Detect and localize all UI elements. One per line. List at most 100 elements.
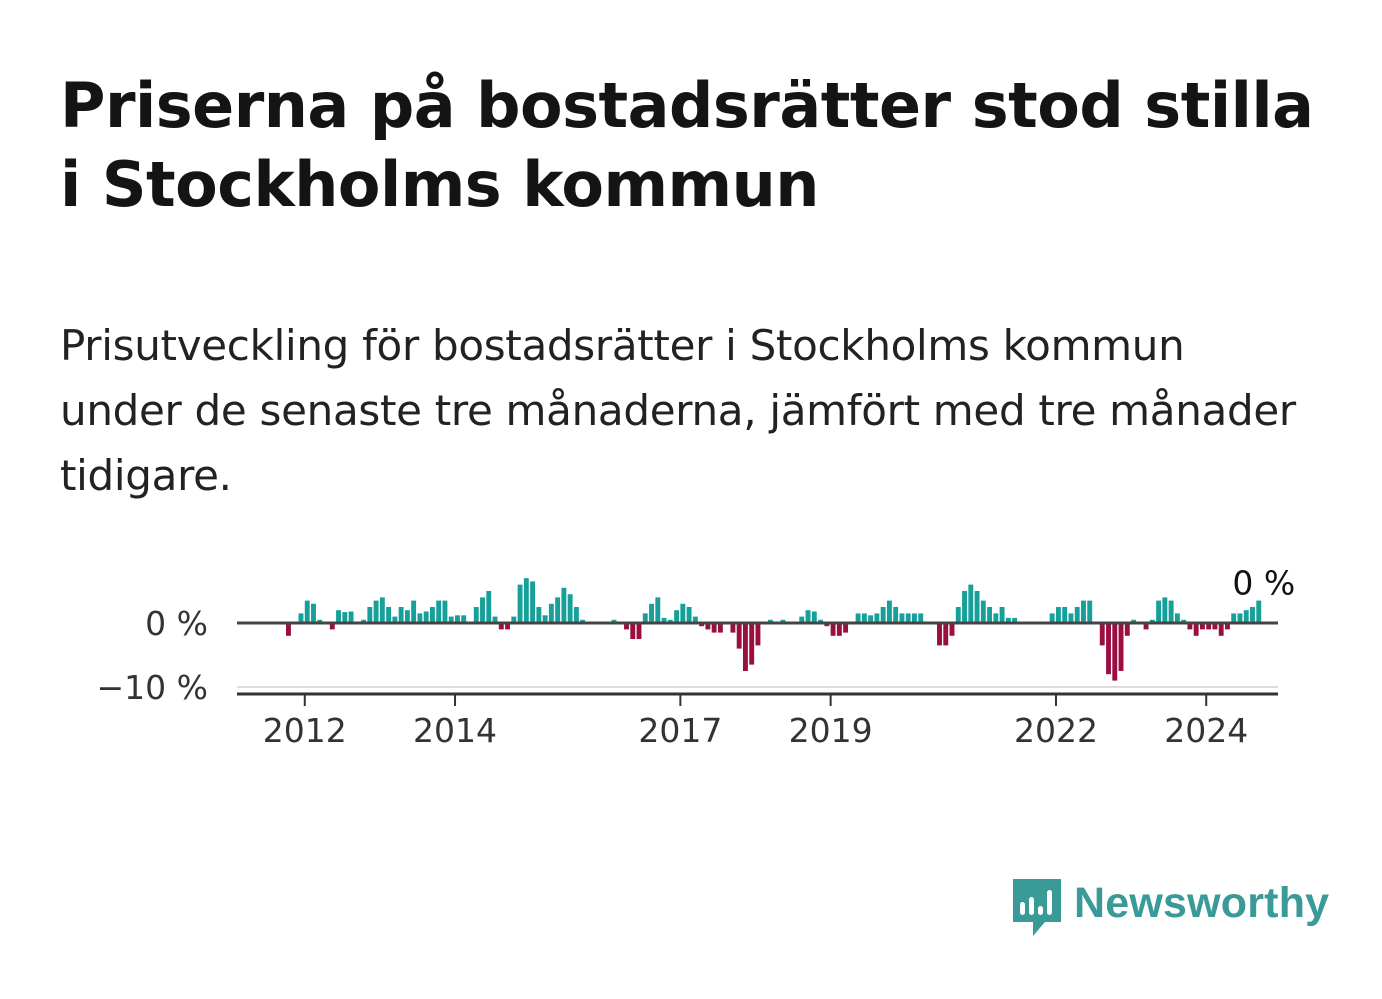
bar [1168, 600, 1174, 623]
bar [843, 623, 849, 633]
bar [1112, 623, 1118, 681]
bar [398, 607, 404, 623]
bar [404, 610, 410, 623]
bar [542, 615, 548, 623]
bar [624, 623, 629, 630]
bar [1081, 600, 1086, 623]
bar [1099, 623, 1105, 646]
bar [736, 623, 742, 649]
bar [373, 600, 379, 623]
bar [749, 623, 755, 665]
bar [392, 616, 398, 623]
bar [1199, 623, 1205, 630]
bar [886, 600, 892, 623]
bar [1212, 623, 1218, 630]
bar [1106, 623, 1111, 675]
x-tick-label: 2019 [789, 711, 873, 750]
bar [1206, 623, 1212, 630]
bar [423, 611, 429, 623]
bar [661, 617, 667, 623]
chart-subtitle: Prisutveckling för bostadsrätter i Stock… [60, 321, 1296, 500]
bar [342, 612, 348, 623]
bar [968, 584, 974, 623]
bar [1068, 613, 1074, 623]
bar [636, 623, 642, 639]
y-tick-label: 0 % [145, 604, 208, 643]
bar [367, 607, 373, 623]
bar [1174, 613, 1180, 623]
bar [755, 623, 761, 646]
bar [649, 603, 654, 623]
bar [1225, 623, 1230, 630]
price-change-bar-chart: 0 % −10 % 2012 2014 2017 2019 2022 2024 0 % [97, 564, 1296, 750]
bar [811, 611, 817, 623]
bar [517, 584, 523, 623]
bar [799, 616, 805, 623]
bar [580, 619, 586, 623]
chart-title: Priserna på bostadsrätter stod stilla i … [60, 69, 1314, 221]
bar [861, 613, 867, 623]
bar [348, 611, 354, 623]
bar [905, 613, 911, 623]
bar [386, 607, 392, 623]
bar [1156, 600, 1162, 623]
bar [411, 600, 417, 623]
bar [918, 613, 924, 623]
bar [436, 600, 442, 623]
bar [329, 623, 335, 630]
bar [611, 619, 617, 623]
bar [304, 600, 310, 623]
bar [805, 610, 811, 623]
bar [492, 616, 498, 623]
bar [1062, 607, 1068, 623]
bar [949, 623, 955, 636]
bar [962, 591, 967, 623]
bar [498, 623, 504, 630]
bar [993, 613, 999, 623]
bar [480, 597, 485, 623]
newsworthy-bar-chart-icon [1013, 879, 1061, 936]
bar [1231, 613, 1237, 623]
bar [1187, 623, 1193, 630]
bar [680, 603, 686, 623]
y-tick-label: −10 % [97, 668, 209, 707]
bar [880, 607, 886, 623]
x-ticks: 2012 2014 2017 2019 2022 2024 [263, 694, 1248, 750]
bar [742, 623, 748, 671]
bar [573, 607, 579, 623]
bar [505, 623, 510, 630]
bar [655, 597, 661, 623]
x-tick-label: 2012 [263, 711, 347, 750]
bar [630, 623, 636, 639]
bar [567, 594, 573, 623]
bar [286, 623, 291, 636]
bar [1124, 623, 1130, 636]
bar [455, 615, 460, 623]
bar [1049, 613, 1055, 623]
bar [448, 616, 454, 623]
bar [1237, 613, 1243, 623]
bar [486, 591, 492, 623]
bar [523, 578, 529, 623]
bar [667, 619, 673, 623]
y-grid: 0 % −10 % [97, 604, 1278, 707]
x-tick-label: 2022 [1014, 711, 1098, 750]
axes [237, 621, 1278, 696]
bar [692, 616, 698, 623]
bar [824, 623, 830, 627]
bar [642, 613, 648, 623]
bar [1162, 597, 1168, 623]
bar [674, 610, 680, 623]
bar [1012, 617, 1018, 623]
bar [473, 607, 479, 623]
brand-logo: Newsworthy [1010, 876, 1329, 940]
bar [442, 600, 448, 623]
bar [1143, 623, 1149, 630]
bar [511, 616, 517, 623]
bar [730, 623, 736, 633]
bar [1193, 623, 1199, 636]
bar [461, 615, 467, 623]
bar [987, 607, 993, 623]
bar [1087, 600, 1093, 623]
bar [429, 607, 435, 623]
